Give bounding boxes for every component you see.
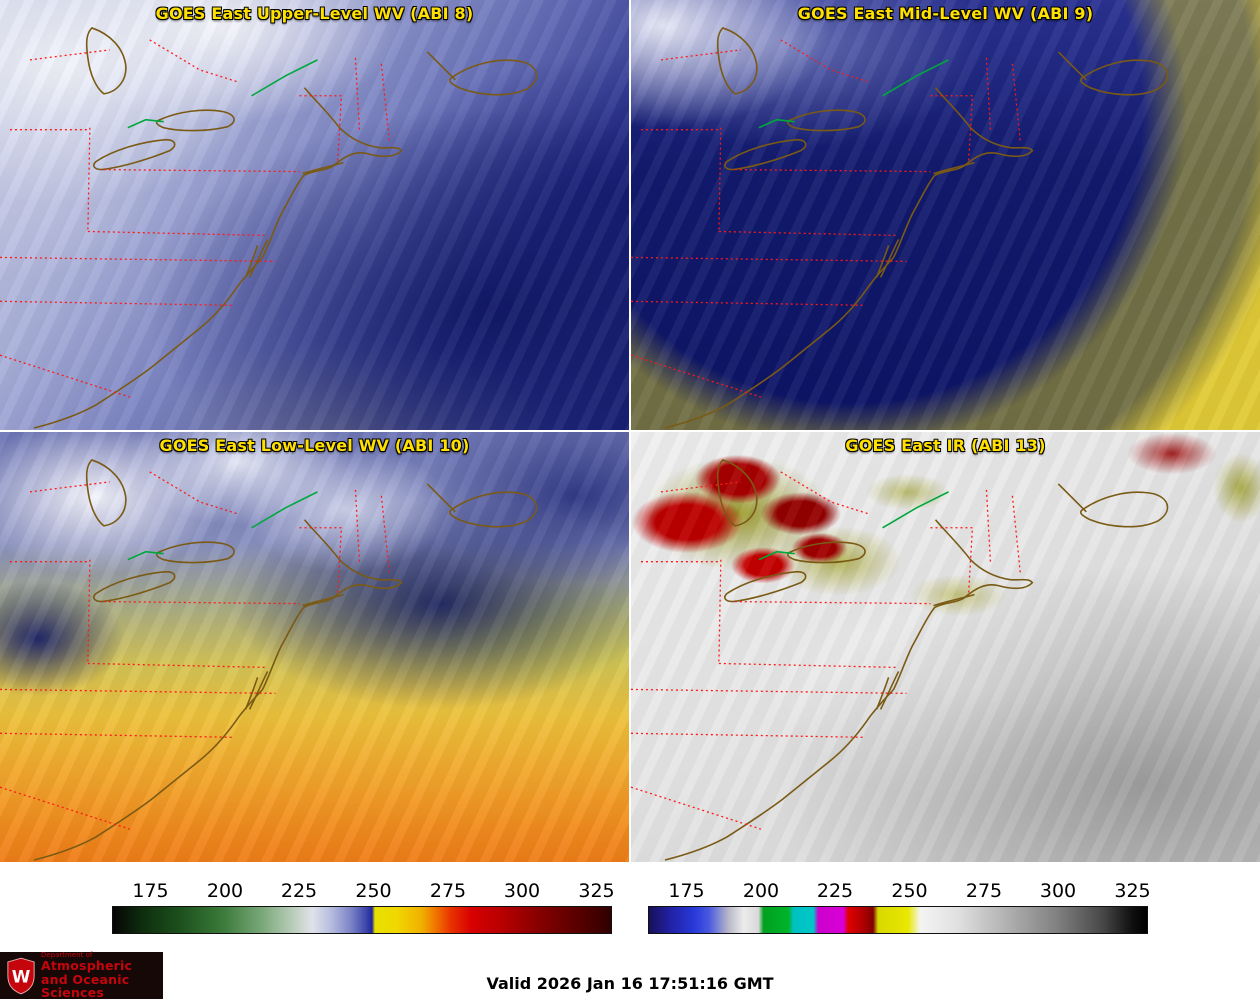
colorbar-tick: 200 [206,880,244,902]
footer: W Department of Atmospheric and Oceanic … [0,940,1260,999]
panel-title-low-level-wv: GOES East Low-Level WV (ABI 10) [159,436,470,455]
uw-crest-icon: W [7,957,35,994]
colorbar-tick: 175 [132,880,169,902]
panel-mid-level-wv: GOES East Mid-Level WV (ABI 9) [631,0,1260,430]
colorbar-tick: 275 [965,880,1003,902]
colorbar-tick: 300 [503,880,541,902]
colorbar-tick: 175 [668,880,705,902]
ir-colorbar: 175 200 225 250 275 300 325 [648,876,1151,934]
colorbar-row: 175 200 225 250 275 300 325 175 200 225 … [0,862,1260,940]
colorbar-tick: 300 [1039,880,1077,902]
uw-aos-logo[interactable]: W Department of Atmospheric and Oceanic … [0,951,163,999]
colorbar-tick: 225 [816,880,854,902]
colorbar-tick: 250 [355,880,392,902]
map-overlay [0,27,538,429]
panel-title-ir: GOES East IR (ABI 13) [845,436,1046,455]
colorbar-tick: 325 [578,880,615,902]
colorbar-tick: 325 [1114,880,1151,902]
ir-colorbar-ticks: 175 200 225 250 275 300 325 [648,876,1151,902]
logo-text: Department of Atmospheric and Oceanic Sc… [41,951,157,999]
ir-colorbar-gradient [648,906,1148,934]
wv-colorbar-gradient [112,906,612,934]
panel-low-level-wv: GOES East Low-Level WV (ABI 10) [0,432,629,862]
logo-line-oceanic: and Oceanic Sciences [41,971,130,999]
valid-time-label: Valid 2026 Jan 16 17:51:16 GMT [486,974,774,993]
colorbar-tick: 250 [891,880,928,902]
wv-colorbar-ticks: 175 200 225 250 275 300 325 [112,876,615,902]
satellite-quad-grid: GOES East Upper-Level WV (ABI 8) GOES Ea… [0,0,1260,862]
panel-title-upper-level-wv: GOES East Upper-Level WV (ABI 8) [155,4,474,23]
map-overlay [631,27,1169,429]
map-overlay [631,459,1169,861]
colorbar-tick: 225 [280,880,318,902]
logo-line-atmospheric: Atmospheric [41,958,133,974]
panel-title-mid-level-wv: GOES East Mid-Level WV (ABI 9) [797,4,1094,23]
wv-colorbar: 175 200 225 250 275 300 325 [112,876,615,934]
panel-upper-level-wv: GOES East Upper-Level WV (ABI 8) [0,0,629,430]
colorbar-tick: 275 [429,880,467,902]
colorbar-tick: 200 [742,880,780,902]
panel-ir: GOES East IR (ABI 13) [631,432,1260,862]
logo-line-department: Department of [41,951,93,960]
crest-letter: W [12,966,31,986]
map-overlay [0,459,538,861]
